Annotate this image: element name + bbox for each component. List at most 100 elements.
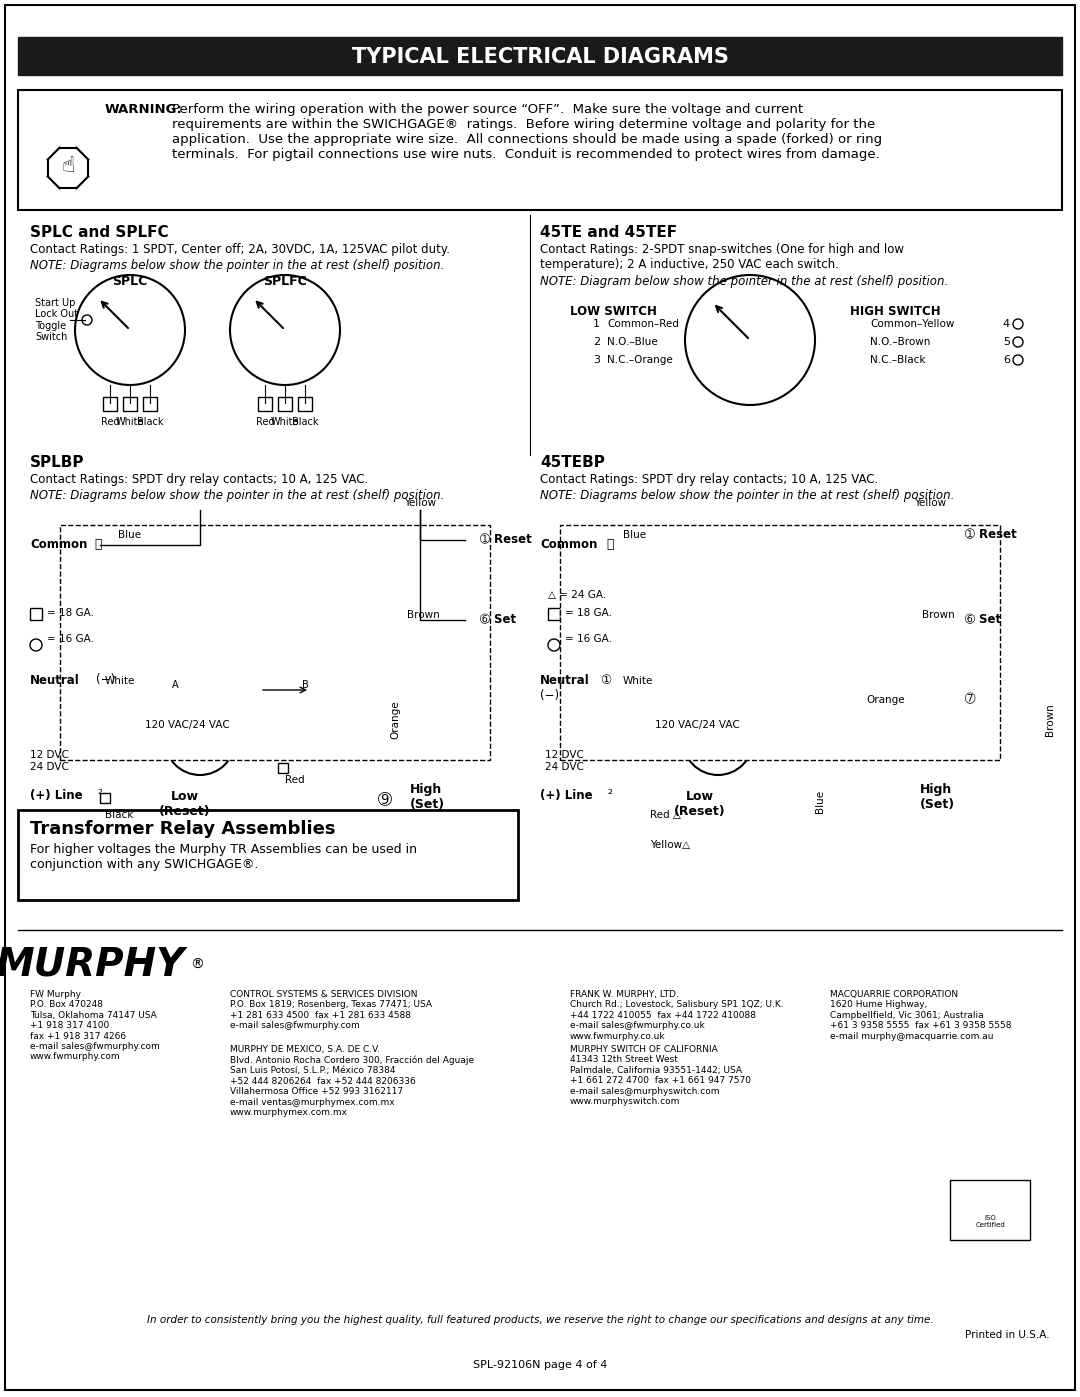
- Text: Common: Common: [540, 538, 597, 552]
- Text: A: A: [172, 680, 178, 690]
- Text: ➀ Reset: ➀ Reset: [966, 528, 1016, 542]
- Text: ⑴: ⑴: [606, 538, 613, 552]
- Text: Perform the wiring operation with the power source “OFF”.  Make sure the voltage: Perform the wiring operation with the po…: [172, 103, 882, 161]
- Text: ²: ²: [607, 788, 612, 802]
- Text: Black: Black: [105, 810, 133, 820]
- Text: Neutral: Neutral: [30, 673, 80, 686]
- Text: = 18 GA.: = 18 GA.: [48, 608, 94, 617]
- Bar: [30, 608, 42, 620]
- Text: MURPHY SWITCH OF CALIFORNIA
41343 12th Street West
Palmdale, California 93551-14: MURPHY SWITCH OF CALIFORNIA 41343 12th S…: [570, 1045, 751, 1106]
- Text: White: White: [105, 676, 135, 686]
- Text: Brown: Brown: [1045, 704, 1055, 736]
- Text: 45TEBP: 45TEBP: [540, 455, 605, 469]
- Text: Common–Red: Common–Red: [607, 319, 679, 330]
- Text: FRANK W. MURPHY, LTD.
Church Rd.; Lovestock, Salisbury SP1 1QZ; U.K.
+44 1722 41: FRANK W. MURPHY, LTD. Church Rd.; Lovest…: [570, 990, 784, 1041]
- Text: White: White: [116, 416, 145, 427]
- Text: Contact Ratings: SPDT dry relay contacts; 10 A, 125 VAC.: Contact Ratings: SPDT dry relay contacts…: [30, 474, 368, 486]
- Text: Black: Black: [137, 416, 163, 427]
- Text: MURPHY DE MEXICO, S.A. DE C.V.
Blvd. Antonio Rocha Cordero 300, Fracción del Agu: MURPHY DE MEXICO, S.A. DE C.V. Blvd. Ant…: [230, 1045, 474, 1118]
- Text: 120 VAC/24 VAC: 120 VAC/24 VAC: [654, 719, 740, 731]
- Text: ⑴: ⑴: [94, 538, 102, 552]
- Text: Yellow: Yellow: [914, 497, 946, 509]
- Text: Orange: Orange: [390, 700, 400, 739]
- Text: N.C.–Orange: N.C.–Orange: [607, 355, 673, 365]
- Text: White: White: [623, 676, 653, 686]
- Text: Low
(Reset): Low (Reset): [159, 789, 211, 819]
- Text: 5: 5: [1003, 337, 1010, 346]
- Text: NOTE: Diagrams below show the pointer in the at rest (shelf) position.: NOTE: Diagrams below show the pointer in…: [540, 489, 955, 502]
- Bar: [143, 397, 157, 411]
- Text: SPLBP: SPLBP: [30, 455, 84, 469]
- Text: (+) Line: (+) Line: [540, 788, 593, 802]
- Text: NOTE: Diagram below show the pointer in the at rest (shelf) position.: NOTE: Diagram below show the pointer in …: [540, 275, 948, 288]
- Text: ➅ Set: ➅ Set: [480, 613, 516, 626]
- Text: ➀ Reset: ➀ Reset: [480, 534, 531, 546]
- Text: MACQUARRIE CORPORATION
1620 Hume Highway,
Campbellfield, Vic 3061; Australia
+61: MACQUARRIE CORPORATION 1620 Hume Highway…: [831, 990, 1012, 1041]
- Text: SPLFC: SPLFC: [264, 275, 307, 288]
- Text: △ = 24 GA.: △ = 24 GA.: [548, 590, 606, 599]
- Text: Black: Black: [292, 416, 319, 427]
- FancyBboxPatch shape: [18, 810, 518, 900]
- Text: 4: 4: [1003, 319, 1010, 330]
- Text: In order to consistently bring you the highest quality, full featured products, : In order to consistently bring you the h…: [147, 1315, 933, 1324]
- Text: WARNING:: WARNING:: [105, 103, 183, 116]
- Text: Red: Red: [285, 775, 305, 785]
- Text: = 18 GA.: = 18 GA.: [565, 608, 612, 617]
- Text: Brown: Brown: [922, 610, 955, 620]
- Text: ®: ®: [190, 958, 204, 972]
- Text: Contact Ratings: SPDT dry relay contacts; 10 A, 125 VAC.: Contact Ratings: SPDT dry relay contacts…: [540, 474, 878, 486]
- Text: NOTE: Diagrams below show the pointer in the at rest (shelf) position.: NOTE: Diagrams below show the pointer in…: [30, 258, 444, 272]
- Text: Blue: Blue: [815, 789, 825, 813]
- Text: N.C.–Black: N.C.–Black: [870, 355, 926, 365]
- Text: B: B: [301, 680, 309, 690]
- Text: FW Murphy
P.O. Box 470248
Tulsa, Oklahoma 74147 USA
+1 918 317 4100
fax +1 918 3: FW Murphy P.O. Box 470248 Tulsa, Oklahom…: [30, 990, 160, 1062]
- Bar: [278, 763, 288, 773]
- Text: MURPHY: MURPHY: [0, 946, 185, 983]
- Text: ➆: ➆: [966, 693, 975, 707]
- Text: SPL-92106N page 4 of 4: SPL-92106N page 4 of 4: [473, 1361, 607, 1370]
- Text: 3: 3: [593, 355, 600, 365]
- Text: (−): (−): [96, 673, 116, 686]
- FancyBboxPatch shape: [60, 525, 490, 760]
- Text: NOTE: Diagrams below show the pointer in the at rest (shelf) position.: NOTE: Diagrams below show the pointer in…: [30, 489, 444, 502]
- Text: Neutral: Neutral: [540, 673, 590, 686]
- Text: Blue: Blue: [119, 529, 141, 541]
- Text: Red: Red: [256, 416, 274, 427]
- Text: Red △: Red △: [650, 810, 680, 820]
- Text: = 16 GA.: = 16 GA.: [48, 634, 94, 644]
- Text: TYPICAL ELECTRICAL DIAGRAMS: TYPICAL ELECTRICAL DIAGRAMS: [352, 47, 728, 67]
- Text: Low
(Reset): Low (Reset): [674, 789, 726, 819]
- Text: 12 DVC
24 DVC: 12 DVC 24 DVC: [545, 750, 584, 771]
- Bar: [950, 1180, 1030, 1241]
- Bar: [298, 397, 312, 411]
- Bar: [123, 397, 137, 411]
- Text: Common–Yellow: Common–Yellow: [870, 319, 955, 330]
- Text: (+) Line: (+) Line: [30, 788, 83, 802]
- Text: N.O.–Brown: N.O.–Brown: [870, 337, 930, 346]
- Text: 12 DVC
24 DVC: 12 DVC 24 DVC: [30, 750, 69, 771]
- Bar: [278, 397, 292, 411]
- Text: 2: 2: [593, 337, 600, 346]
- Text: SPLC: SPLC: [112, 275, 148, 288]
- Text: ²: ²: [97, 788, 103, 802]
- Text: SPLC and SPLFC: SPLC and SPLFC: [30, 225, 168, 240]
- Bar: [18, 36, 1062, 75]
- Text: 1: 1: [593, 319, 600, 330]
- FancyBboxPatch shape: [561, 525, 1000, 760]
- Text: ☝: ☝: [62, 156, 75, 176]
- Bar: [548, 608, 561, 620]
- Text: ISO
Certified: ISO Certified: [975, 1215, 1004, 1228]
- Text: High
(Set): High (Set): [410, 782, 445, 812]
- Text: 6: 6: [1003, 355, 1010, 365]
- Text: Yellow: Yellow: [404, 497, 436, 509]
- Text: Yellow△: Yellow△: [650, 840, 690, 849]
- Text: = 16 GA.: = 16 GA.: [565, 634, 612, 644]
- FancyBboxPatch shape: [18, 89, 1062, 210]
- Text: ➈: ➈: [378, 789, 392, 807]
- Text: Contact Ratings: 2-SPDT snap-switches (One for high and low
temperature); 2 A in: Contact Ratings: 2-SPDT snap-switches (O…: [540, 243, 904, 271]
- Text: Orange: Orange: [866, 694, 905, 705]
- Text: Printed in U.S.A.: Printed in U.S.A.: [966, 1330, 1050, 1340]
- Text: ➅ Set: ➅ Set: [966, 613, 1001, 626]
- Bar: [103, 397, 117, 411]
- Text: 120 VAC/24 VAC: 120 VAC/24 VAC: [145, 719, 230, 731]
